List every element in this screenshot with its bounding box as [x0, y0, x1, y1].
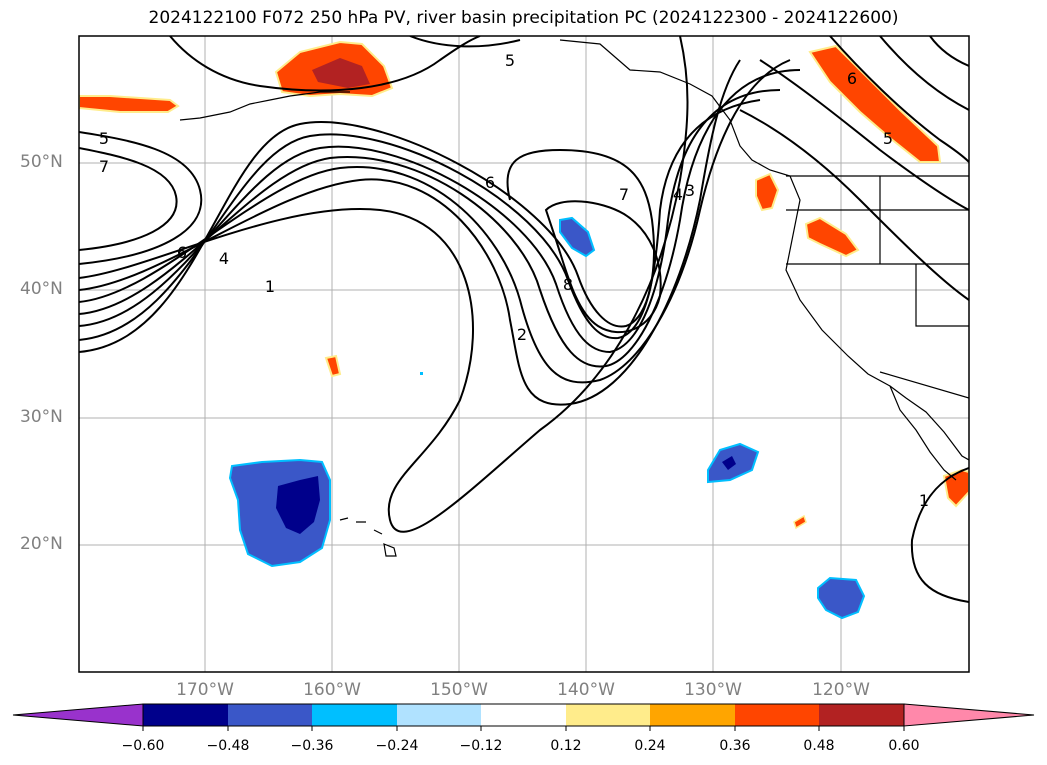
pc-region-hawaii-core	[276, 476, 320, 534]
pc-region-baja	[942, 468, 969, 508]
pv-contour-5	[79, 89, 781, 354]
contour-label: 7	[99, 157, 109, 176]
colorbar	[12, 703, 1035, 731]
contour-label: 5	[883, 129, 893, 148]
colorbar-tick-label: 0.48	[803, 738, 835, 754]
colorbar-tick-label: −0.12	[459, 738, 503, 754]
pv-contour-2	[79, 59, 741, 406]
contour-label: 4	[219, 249, 229, 268]
states-border	[786, 175, 969, 399]
lon-label-170w: 170°W	[176, 680, 234, 700]
contour-label: 6	[177, 243, 187, 262]
colorbar-tick-label: 0.12	[550, 738, 582, 754]
colorbar-segment	[735, 704, 819, 726]
colorbar-segment	[819, 704, 904, 726]
lon-label-120w: 120°W	[812, 680, 870, 700]
pv-contour-1	[79, 36, 689, 533]
plot-frame	[78, 35, 970, 673]
lat-label-30n: 30°N	[20, 407, 63, 427]
pv-contour-east-5	[929, 36, 969, 67]
pc-region-120w	[817, 576, 866, 620]
colorbar-over-arrow	[903, 703, 1035, 727]
colorbar-tick-label: −0.60	[121, 738, 165, 754]
pc-region-small	[420, 372, 423, 375]
pv-contour-inner	[544, 200, 662, 334]
pv-contour-southeast	[910, 467, 969, 603]
pc-region-oregon	[804, 216, 860, 258]
pv-contour-east-3	[739, 109, 969, 301]
lon-label-140w: 140°W	[557, 680, 615, 700]
colorbar-segment	[143, 704, 228, 726]
contour-label: 1	[265, 277, 275, 296]
pc-region-aleutian-core	[312, 58, 370, 88]
lon-label-130w: 130°W	[684, 680, 742, 700]
north-america-coast	[559, 39, 969, 461]
pv-contour-6	[79, 99, 761, 341]
pv-contour-north-2	[409, 36, 521, 48]
contour-label: 5	[505, 51, 515, 70]
baja-coast	[889, 385, 957, 481]
pv-contour-west-1	[79, 131, 203, 265]
pv-contour-west-2	[79, 147, 178, 251]
lat-label-50n: 50°N	[20, 152, 63, 172]
pc-region-bc	[808, 44, 942, 163]
colorbar-segment	[566, 704, 650, 726]
contour-label: 8	[563, 275, 573, 294]
contour-label: 1	[919, 491, 929, 510]
gridlines	[79, 36, 969, 672]
positive-pc-regions	[79, 40, 969, 530]
lon-label-160w: 160°W	[303, 680, 361, 700]
colorbar-tick-label: 0.24	[634, 738, 666, 754]
map-title: 2024122100 F072 250 hPa PV, river basin …	[148, 8, 899, 28]
contour-label: 6	[485, 173, 495, 192]
pc-region-34n	[324, 354, 342, 378]
hawaii-islands	[339, 517, 397, 557]
aleutian-islands	[179, 91, 350, 121]
colorbar-segment	[397, 704, 481, 726]
pv-contour-east-4	[879, 36, 969, 111]
pc-region-dot	[793, 514, 807, 530]
pv-contour-labels: 5 7 6 4 1 6 7 8 2 4 3 5 6 5 1	[99, 51, 929, 510]
contour-label: 3	[685, 181, 695, 200]
contour-label: 6	[847, 69, 857, 88]
colorbar-segment	[481, 704, 566, 726]
colorbar-segment	[312, 704, 397, 726]
contour-label: 5	[99, 129, 109, 148]
contour-label: 2	[517, 325, 527, 344]
contour-label: 4	[673, 185, 683, 204]
colorbar-segment	[228, 704, 312, 726]
pc-region-128w-core	[722, 456, 736, 470]
lat-label-20n: 20°N	[20, 534, 63, 554]
pv-contour-east-1	[759, 59, 969, 211]
lon-label-150w: 150°W	[430, 680, 488, 700]
colorbar-tick-label: −0.36	[290, 738, 334, 754]
negative-pc-regions	[228, 216, 866, 620]
colorbar-tick-label: 0.36	[719, 738, 751, 754]
pv-contour-3	[79, 59, 791, 384]
colorbar-under-arrow	[12, 703, 144, 727]
pv-contour-east-2	[829, 36, 969, 163]
contour-label: 7	[619, 185, 629, 204]
colorbar-frame	[142, 703, 905, 727]
colorbar-tick-label: 0.60	[888, 738, 920, 754]
colorbar-tick-label: −0.24	[375, 738, 419, 754]
pv-contours	[79, 36, 969, 603]
lat-label-40n: 40°N	[20, 279, 63, 299]
colorbar-segment	[650, 704, 735, 726]
pv-contour-4	[79, 69, 801, 368]
pc-region-west-edge	[79, 95, 180, 113]
pv-contour-7	[79, 121, 655, 353]
pv-contour-north	[169, 36, 481, 92]
pc-region-vancouver	[755, 172, 780, 212]
pc-region-140w	[559, 216, 596, 258]
colorbar-tick-label: −0.48	[206, 738, 250, 754]
coastlines	[179, 39, 969, 557]
